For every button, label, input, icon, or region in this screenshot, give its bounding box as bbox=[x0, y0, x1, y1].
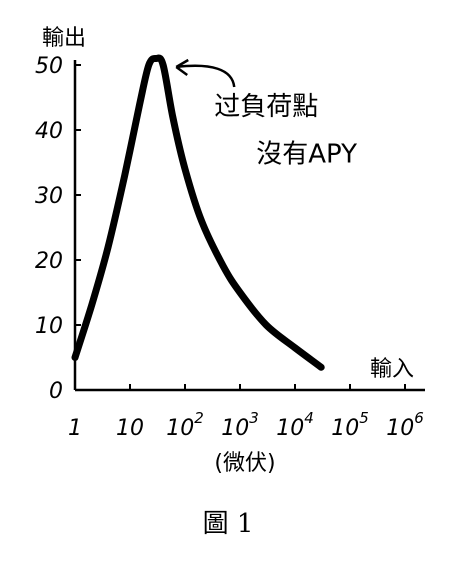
axes bbox=[73, 60, 425, 392]
y-tick-label: 20 bbox=[35, 249, 63, 274]
x-axis-unit: (微伏) bbox=[214, 451, 275, 476]
annotation-overload-point: 过負荷點 bbox=[214, 92, 318, 122]
series-line bbox=[71, 54, 325, 371]
y-tick-label: 30 bbox=[35, 184, 63, 209]
y-tick-label: 0 bbox=[49, 379, 63, 404]
overload-arrow bbox=[175, 58, 236, 88]
x-tick-label: 106 bbox=[386, 409, 424, 441]
x-tick-label: 102 bbox=[166, 409, 204, 441]
x-tick-label: 105 bbox=[331, 409, 369, 441]
annotation-no-apy: 沒有APY bbox=[256, 140, 357, 170]
y-tick-label: 10 bbox=[35, 314, 63, 339]
y-tick-label: 40 bbox=[35, 119, 63, 144]
x-axis-title: 輸入 bbox=[370, 357, 414, 382]
x-ticks: 1 10 102 103 104 105 106 bbox=[68, 384, 424, 441]
x-tick-label: 10 bbox=[116, 416, 144, 441]
x-tick-label: 1 bbox=[68, 416, 82, 441]
figure-caption: 圖 1 bbox=[203, 509, 254, 539]
y-axis-title: 輸出 bbox=[42, 26, 86, 51]
y-ticks: 0 10 20 30 40 50 bbox=[35, 54, 81, 404]
x-tick-label: 103 bbox=[221, 409, 259, 441]
x-tick-label: 104 bbox=[276, 409, 314, 441]
y-tick-label: 50 bbox=[35, 54, 63, 79]
